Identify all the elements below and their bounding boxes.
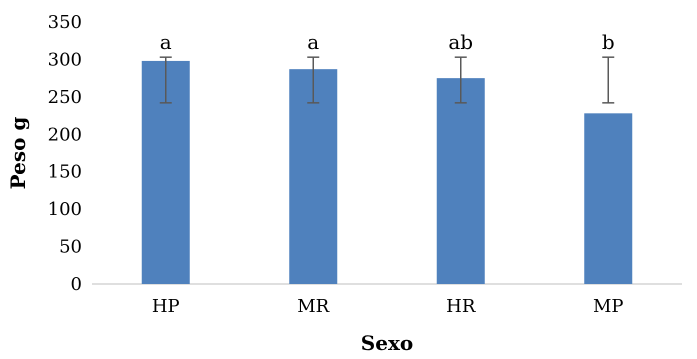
x-tick-label: HR [446,296,476,317]
error-bar-hr [454,56,467,104]
y-tick-label: 150 [48,162,82,183]
significance-letter: a [160,30,172,54]
x-tick-label: MP [593,296,624,317]
bars-group [141,60,633,285]
significance-letter: a [307,30,319,54]
y-tick-label: 100 [48,199,82,220]
significance-letters-group: a a ab b [160,30,615,54]
x-axis-title: Sexo [361,331,413,355]
error-bar-mp [602,56,615,104]
y-tick-label: 200 [48,124,82,145]
y-tick-label: 0 [71,274,82,295]
bar-hr [436,78,485,285]
bar-mr [289,69,338,284]
y-axis-title: Peso g [6,117,30,190]
significance-letter: ab [448,30,473,54]
y-tick-label: 300 [48,49,82,70]
y-tick-label: 350 [48,12,82,33]
y-axis-ticks: 0 50 100 150 200 250 300 350 [48,12,82,295]
x-tick-label: HP [152,296,180,317]
x-axis-categories: HP MR HR MP [152,296,624,317]
y-tick-label: 250 [48,87,82,108]
error-bar-hp [159,56,172,104]
error-bars-group [159,56,615,104]
x-tick-label: MR [297,296,329,317]
bar-mp [584,113,633,284]
significance-letter: b [602,30,615,54]
y-tick-label: 50 [59,237,82,258]
error-bar-mr [307,56,320,104]
